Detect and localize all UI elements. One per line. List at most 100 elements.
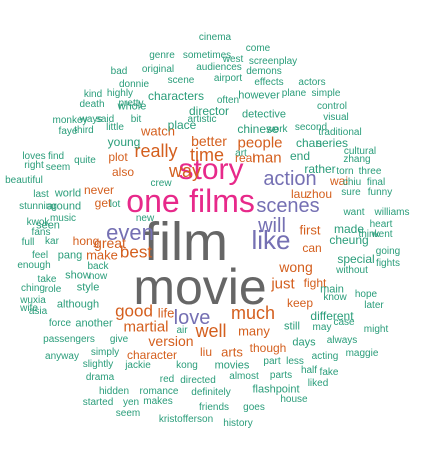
word-might: might <box>363 324 389 335</box>
word-without: without <box>336 265 368 276</box>
word-art: art <box>235 148 247 159</box>
word-movies: movies <box>214 359 250 372</box>
word-plane: plane <box>281 88 307 99</box>
word-final: final <box>366 177 386 188</box>
word-well: well <box>195 321 227 341</box>
word-beautiful: beautiful <box>5 175 43 186</box>
word-music: music <box>49 213 77 224</box>
word-airport: airport <box>213 73 243 84</box>
word-seem-bottom: seem <box>115 408 141 419</box>
word-simple: simple <box>311 88 341 99</box>
word-young: young <box>107 135 141 149</box>
word-get: get <box>94 196 112 210</box>
word-kar: kar <box>45 236 59 247</box>
word-scene: scene <box>167 75 195 86</box>
word-characters: characters <box>147 89 205 103</box>
word-though: though <box>249 341 287 355</box>
word-enough: enough <box>17 260 51 271</box>
word-actors: actors <box>298 77 326 88</box>
word-cultural: cultural <box>343 146 377 157</box>
word-show: show <box>65 269 91 282</box>
word-cheung: cheung <box>329 233 369 247</box>
word-people: people <box>237 134 283 152</box>
word-seen: seen <box>36 219 60 232</box>
word-fights: fights <box>376 258 400 269</box>
word-red: red <box>159 374 175 385</box>
word-genre: genre <box>149 50 175 61</box>
word-acting: acting <box>311 351 339 362</box>
word-full: full <box>21 237 35 248</box>
word-director: director <box>188 104 230 118</box>
word-end: end <box>289 149 311 163</box>
word-one: one <box>126 183 180 219</box>
word-series: series <box>315 136 349 150</box>
word-highly: highly <box>106 88 134 99</box>
word-started: started <box>82 397 114 408</box>
word-liu: liu <box>199 345 213 359</box>
word-better: better <box>191 133 227 149</box>
word-fight: fight <box>303 276 327 290</box>
word-going: going <box>375 246 401 257</box>
word-funny: funny <box>367 187 393 198</box>
word-original: original <box>141 64 175 75</box>
word-kind: kind <box>83 89 103 100</box>
word-directed: directed <box>180 375 216 386</box>
word-kwok: kwok <box>26 217 50 228</box>
word-main: main <box>320 283 344 296</box>
word-faye: faye <box>58 126 78 137</box>
word-make: make <box>86 247 118 263</box>
word-chinese: chinese <box>237 122 279 136</box>
word-later: later <box>364 300 384 311</box>
word-right: right <box>24 160 44 171</box>
word-really: really <box>134 141 178 161</box>
word-can: can <box>302 241 322 255</box>
word-whole: whole <box>117 100 147 113</box>
word-drama: drama <box>85 372 115 383</box>
word-history: history <box>223 418 253 429</box>
word-much: much <box>230 303 276 323</box>
word-rather: rather <box>304 162 336 176</box>
word-feel: feel <box>31 250 49 261</box>
word-romance: romance <box>139 386 179 397</box>
word-death: death <box>79 99 105 110</box>
word-around: around <box>46 200 82 213</box>
word-third: third <box>74 125 94 136</box>
word-often: often <box>216 95 240 106</box>
word-life: life <box>157 305 175 321</box>
word-back: back <box>87 261 109 272</box>
word-last: last <box>33 189 49 200</box>
word-went: went <box>371 229 393 240</box>
word-williams: williams <box>374 207 410 218</box>
word-even: even <box>106 220 154 245</box>
word-chiu: chiu <box>342 177 362 188</box>
word-now: now <box>88 271 108 282</box>
word-place: place <box>167 118 197 132</box>
word-three: three <box>358 166 382 177</box>
word-however: however <box>238 89 280 102</box>
word-time: time <box>189 145 225 165</box>
word-days: days <box>292 336 316 349</box>
word-sometimes: sometimes <box>182 50 232 61</box>
word-stunning: stunning <box>19 201 57 212</box>
word-never: never <box>83 183 115 197</box>
word-friends: friends <box>198 402 230 413</box>
word-wai: wai <box>329 174 349 188</box>
word-slightly: slightly <box>82 359 114 370</box>
word-film: film <box>144 212 228 272</box>
word-character: character <box>126 348 178 362</box>
word-want: want <box>343 207 365 218</box>
word-plot: plot <box>108 150 128 164</box>
word-wife: wife <box>20 303 38 314</box>
word-maggie: maggie <box>345 348 379 359</box>
word-although: although <box>56 298 100 311</box>
word-chan: chan <box>295 136 323 150</box>
word-made: made <box>333 222 365 236</box>
word-think: think <box>358 229 380 240</box>
word-different: different <box>310 309 354 323</box>
word-artistic: artistic <box>187 114 217 125</box>
word-air: air <box>176 325 188 336</box>
word-traditional: traditional <box>318 127 362 138</box>
word-will: will <box>258 215 286 237</box>
word-zhang: zhang <box>343 154 371 165</box>
